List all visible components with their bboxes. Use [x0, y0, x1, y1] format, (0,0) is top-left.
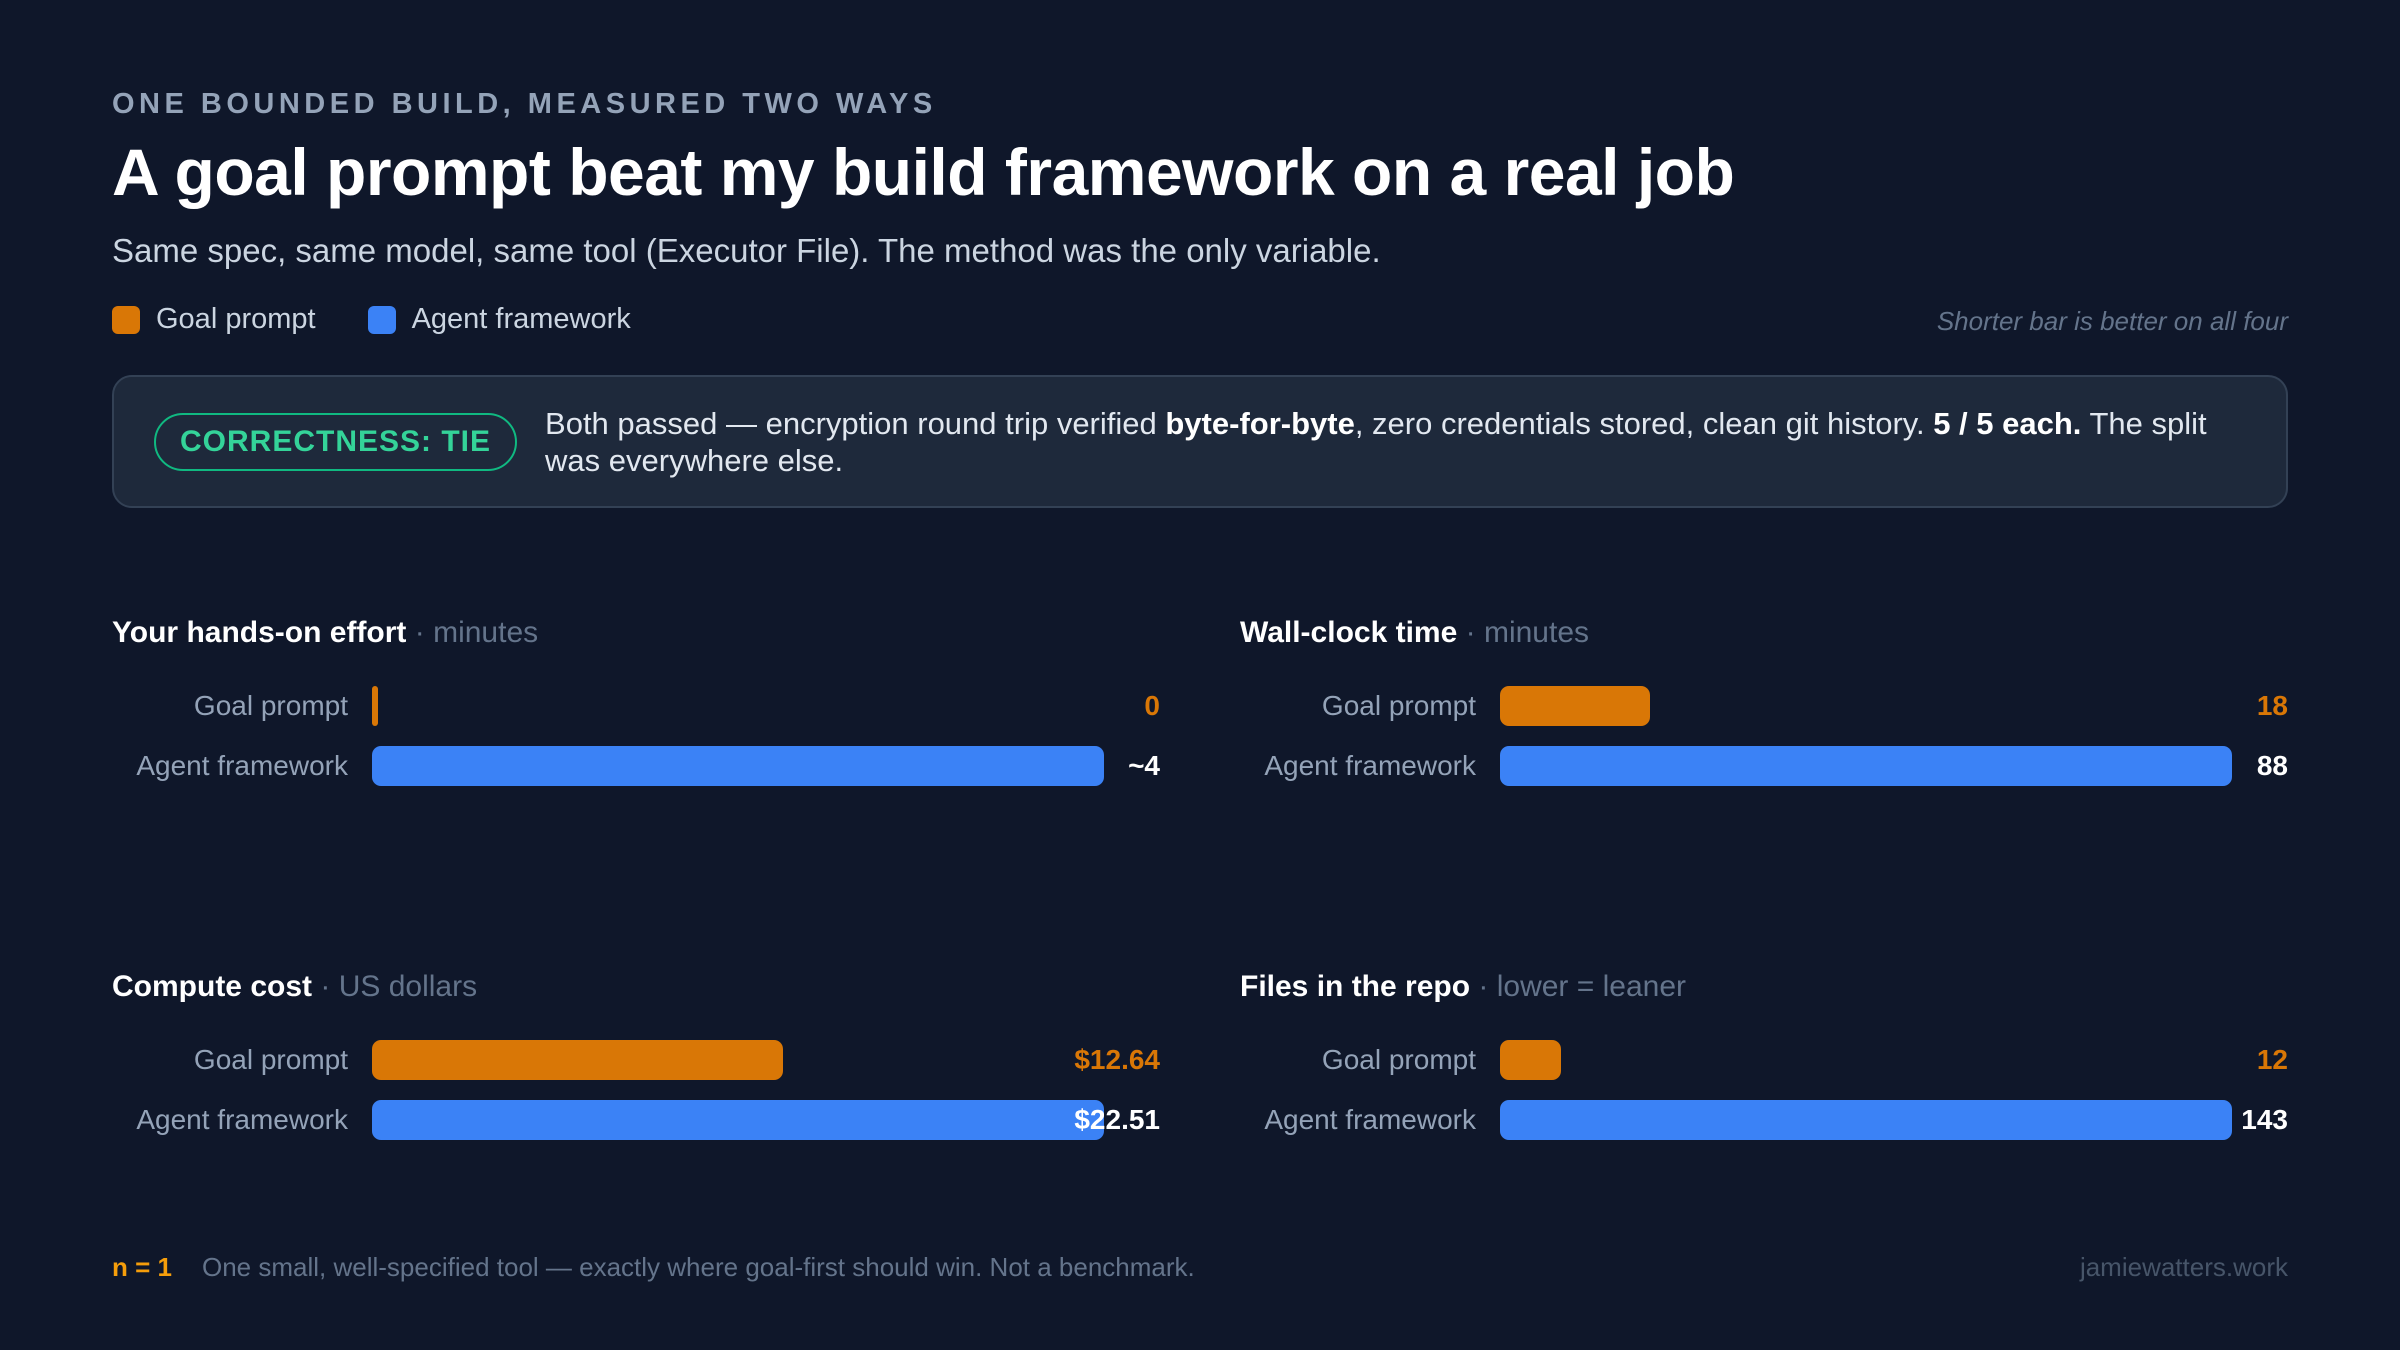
- chart-title-main: Your hands-on effort: [112, 616, 407, 649]
- bar-goal-prompt: [372, 1040, 784, 1080]
- legend-item-agent-framework: Agent framework: [367, 303, 631, 336]
- footer-disclaimer: One small, well-specified tool — exactly…: [202, 1252, 1195, 1282]
- chart-title-main: Compute cost: [112, 970, 313, 1003]
- chart-title-separator: ·: [406, 616, 434, 649]
- bar-row: Agent framework 143: [1240, 1098, 2288, 1140]
- bar-value-label: 0: [1144, 690, 1160, 721]
- kicker: ONE BOUNDED BUILD, MEASURED TWO WAYS: [112, 88, 937, 120]
- callout-text-a: Both passed — encryption round trip veri…: [545, 405, 1166, 441]
- bar-row: Goal prompt 12: [1240, 1038, 2288, 1080]
- chart-unit: minutes: [1483, 616, 1589, 649]
- callout-text: Both passed — encryption round trip veri…: [545, 405, 2246, 479]
- chart-title: Compute cost · US dollars: [112, 970, 1160, 1004]
- callout-text-c: , zero credentials stored, clean git his…: [1354, 405, 1934, 441]
- bar-agent-framework: [1500, 1100, 2232, 1140]
- chart-title: Wall-clock time · minutes: [1240, 616, 2288, 650]
- chart-title-separator: ·: [1457, 616, 1484, 649]
- bar-goal-prompt: [372, 686, 378, 726]
- bar-agent-framework: [372, 746, 1104, 786]
- bar-category-label: Goal prompt: [1321, 690, 1476, 721]
- correctness-badge: CORRECTNESS: TIE: [154, 412, 518, 471]
- chart-compute-cost: Compute cost · US dollars Goal prompt $12.…: [112, 970, 1160, 1170]
- legend-label-agent: Agent framework: [411, 303, 631, 335]
- bar-category-label: Goal prompt: [193, 690, 348, 721]
- page-title: A goal prompt beat my build framework on…: [112, 135, 1735, 209]
- chart-title: Files in the repo · lower = leaner: [1240, 970, 2288, 1004]
- bar-value-label: $12.64: [1074, 1044, 1160, 1075]
- bar-category-label: Goal prompt: [193, 1044, 348, 1075]
- sample-size-label: n = 1: [112, 1252, 172, 1282]
- bar-row: Goal prompt $12.64: [112, 1038, 1160, 1080]
- bar-value-label: 143: [2241, 1104, 2288, 1135]
- bar-row: Goal prompt 0: [112, 684, 1160, 726]
- bar-agent-framework: [372, 1100, 1104, 1140]
- chart-files-in-repo: Files in the repo · lower = leaner Goal p…: [1240, 970, 2288, 1170]
- chart-unit: US dollars: [338, 970, 478, 1003]
- bar-category-label: Agent framework: [136, 1104, 348, 1135]
- chart-hands-on-effort: Your hands-on effort · minutes Goal promp…: [112, 616, 1160, 816]
- bar-value-label: 12: [2256, 1044, 2288, 1075]
- callout-text-b: byte-for-byte: [1165, 405, 1355, 441]
- shorter-bar-note: Shorter bar is better on all four: [1936, 306, 2288, 336]
- bar-row: Agent framework 88: [1240, 744, 2288, 786]
- bar-goal-prompt: [1500, 686, 1650, 726]
- bar-value-label: 18: [2256, 690, 2288, 721]
- bar-row: Agent framework $22.51: [112, 1098, 1160, 1140]
- bar-agent-framework: [1500, 746, 2232, 786]
- legend: Goal prompt Agent framework: [112, 303, 683, 336]
- bar-category-label: Agent framework: [1264, 750, 1476, 781]
- callout-text-d: 5 / 5 each.: [1933, 405, 2082, 441]
- page-subtitle: Same spec, same model, same tool (Execut…: [112, 232, 1381, 269]
- chart-title-separator: ·: [1470, 970, 1497, 1003]
- chart-wall-clock-time: Wall-clock time · minutes Goal prompt 18 Ag…: [1240, 616, 2288, 816]
- chart-unit: minutes: [433, 616, 539, 649]
- callout-text-e: The split was everywhere else.: [545, 405, 2207, 478]
- correctness-callout: CORRECTNESS: TIE Both passed — encryptio…: [112, 375, 2288, 508]
- legend-swatch-agent: [367, 305, 396, 334]
- chart-title-main: Wall-clock time: [1240, 616, 1458, 649]
- bar-category-label: Agent framework: [1264, 1104, 1476, 1135]
- bar-row: Agent framework ~4: [112, 744, 1160, 786]
- bar-value-label: ~4: [1128, 750, 1160, 781]
- legend-item-goal-prompt: Goal prompt: [112, 303, 316, 336]
- bar-row: Goal prompt 18: [1240, 684, 2288, 726]
- chart-title: Your hands-on effort · minutes: [112, 616, 1160, 650]
- bar-category-label: Goal prompt: [1321, 1044, 1476, 1075]
- legend-swatch-goal: [112, 305, 140, 334]
- legend-label-goal: Goal prompt: [156, 303, 316, 335]
- bar-goal-prompt: [1500, 1040, 1562, 1080]
- chart-title-separator: ·: [312, 970, 339, 1003]
- bar-value-label: $22.51: [1074, 1104, 1160, 1135]
- chart-title-main: Files in the repo: [1240, 970, 1471, 1003]
- bar-value-label: 88: [2256, 750, 2288, 781]
- bar-category-label: Agent framework: [136, 750, 348, 781]
- footer-credit: jamiewatters.work: [2079, 1252, 2288, 1282]
- chart-unit: lower = leaner: [1496, 970, 1686, 1003]
